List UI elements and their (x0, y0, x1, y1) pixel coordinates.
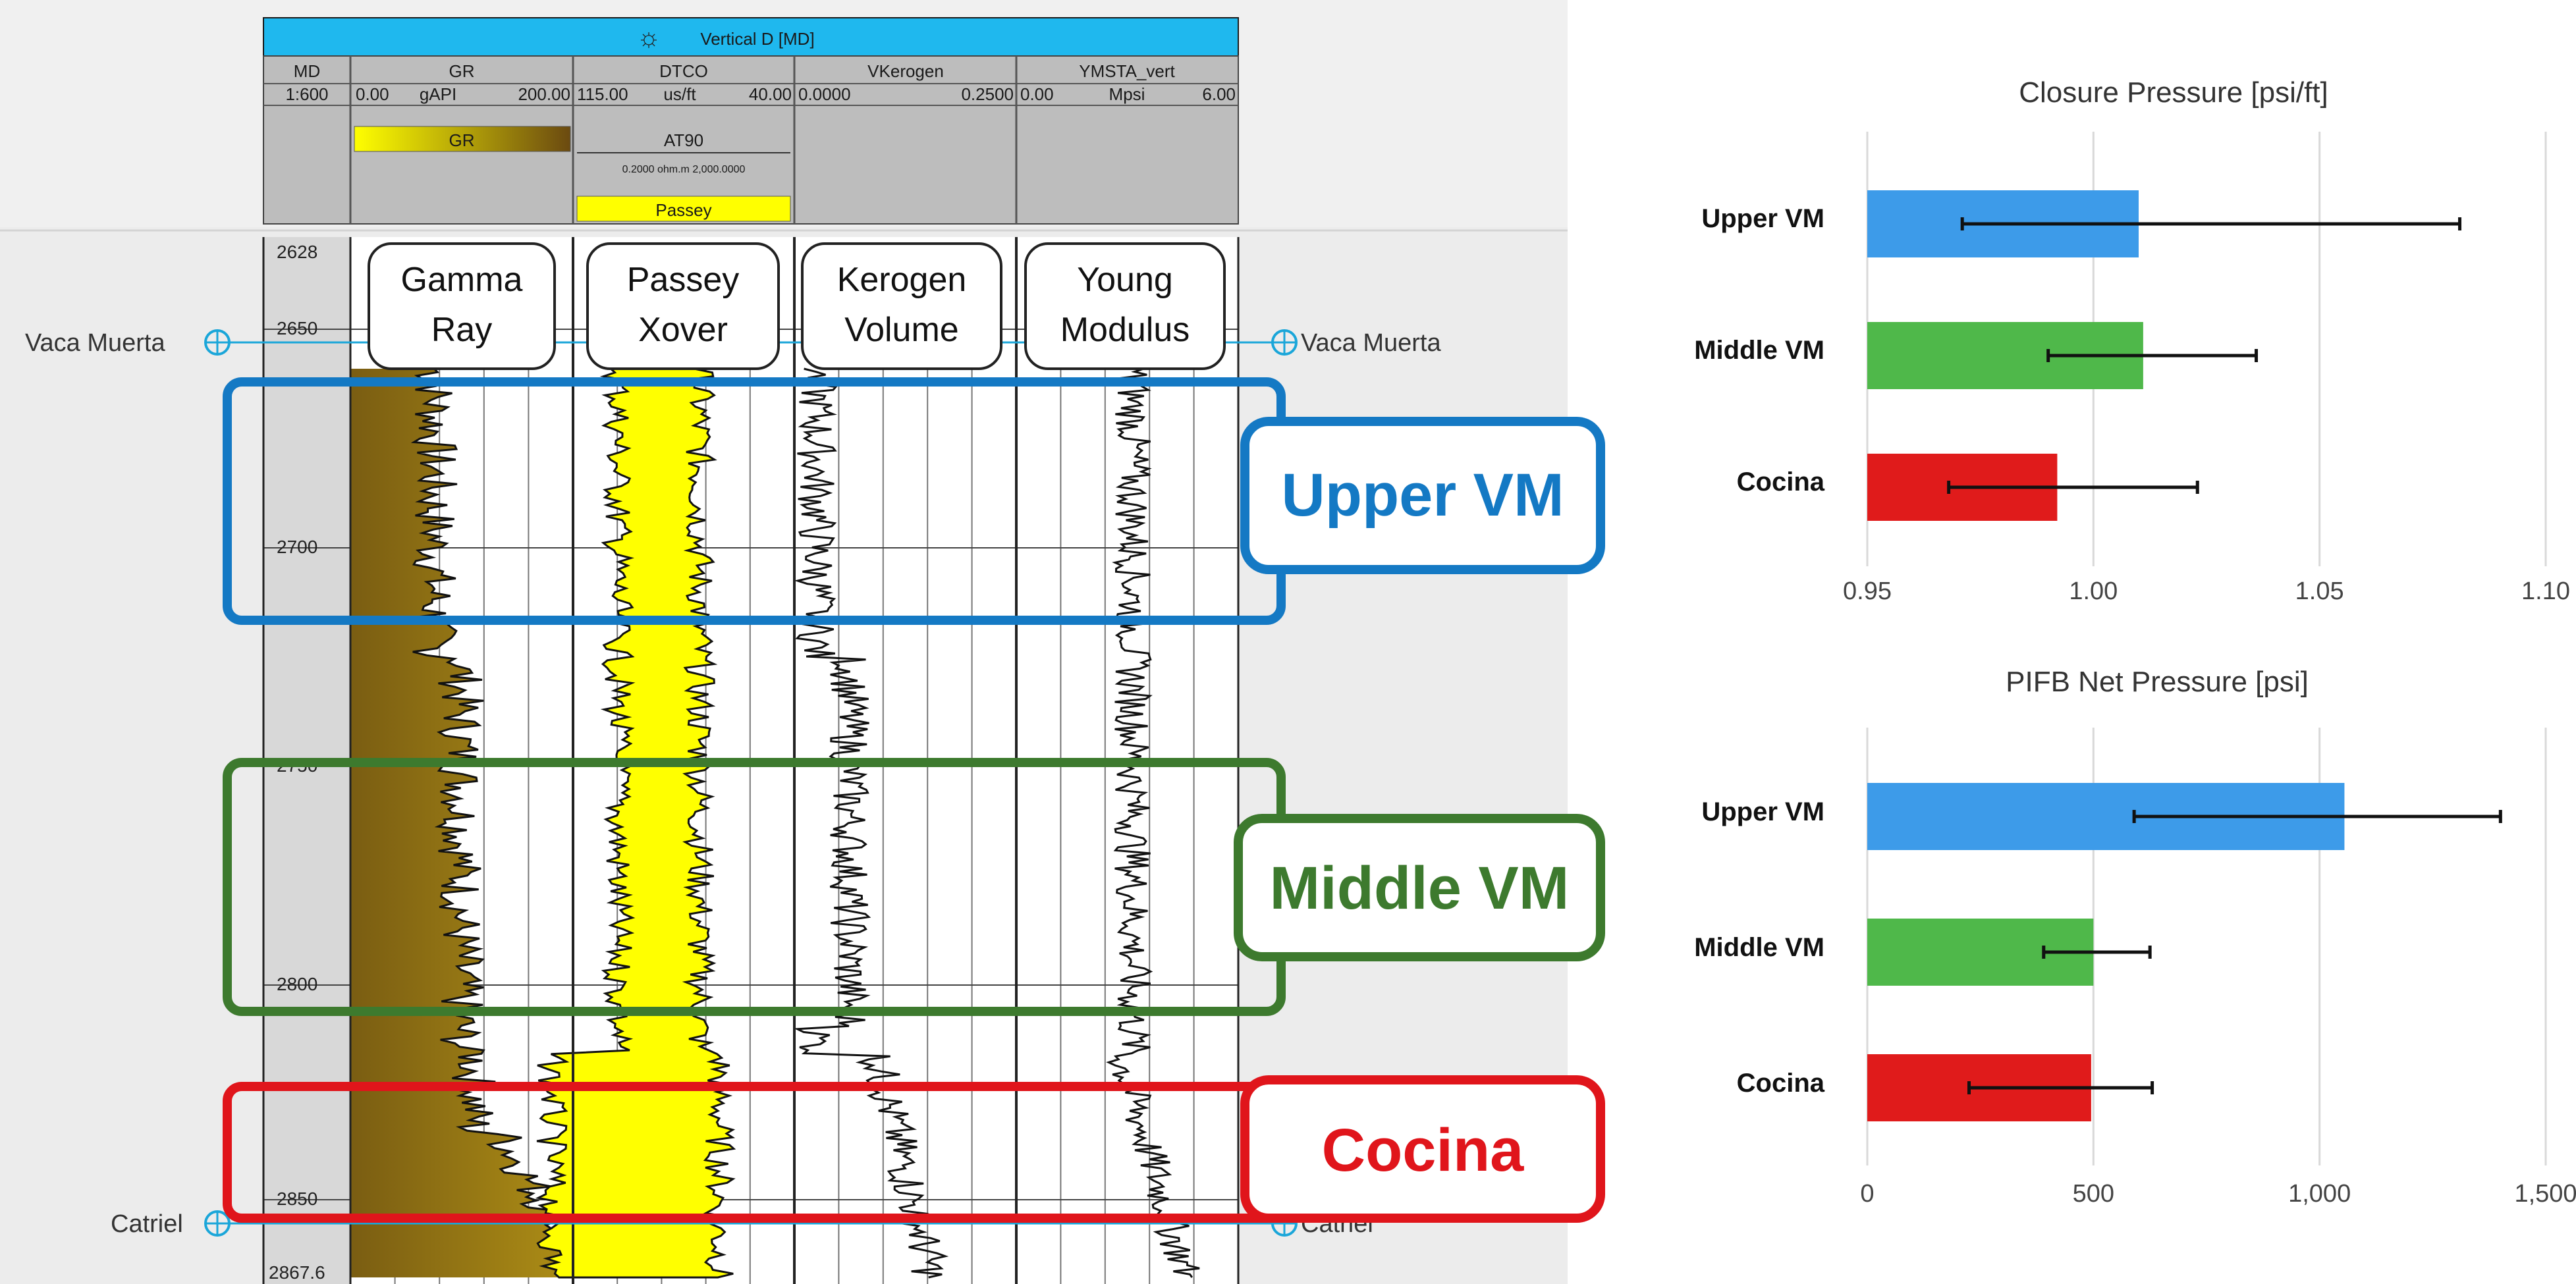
track-dtco-min: 115.00 (577, 84, 628, 104)
zone-label-upper-vm: Upper VM (1240, 417, 1605, 574)
svg-text:Modulus: Modulus (1060, 311, 1190, 349)
svg-text:Upper VM: Upper VM (1281, 462, 1564, 529)
track-gr-max: 200.00 (518, 84, 570, 104)
x-tick-label: 0.95 (1843, 577, 1892, 605)
x-tick-label: 1,000 (2288, 1180, 2351, 1208)
track-bubble-gamma-ray: Gamma Ray (368, 242, 556, 370)
error-bar (1947, 481, 2199, 494)
track-bubble-passey-xover: Passey Xover (586, 242, 780, 370)
track-md-name: MD (294, 61, 320, 81)
track-vkerogen-max: 0.2500 (961, 84, 1014, 104)
depth-tick: 2850 (277, 1189, 317, 1209)
marker-vaca-muerta-label-right: Vaca Muerta (1301, 329, 1441, 357)
svg-text:Cocina: Cocina (1322, 1117, 1525, 1184)
track-gr-name: GR (449, 61, 475, 81)
svg-text:Xover: Xover (638, 311, 728, 349)
track-vkerogen-min: 0.0000 (798, 84, 851, 104)
svg-text:Ray: Ray (431, 311, 492, 349)
track-ymsta-name: YMSTA_vert (1079, 61, 1175, 81)
zone-label-cocina: Cocina (1240, 1075, 1605, 1223)
pifb-net-pressure-chart: PIFB Net Pressure [psi] Upper VM Middle … (1694, 666, 2576, 1208)
category-label: Upper VM (1701, 797, 1824, 826)
settings-icon: ☼ (637, 23, 661, 52)
marker-catriel-label-left: Catriel (111, 1210, 183, 1238)
track-ymsta-min: 0.00 (1020, 84, 1054, 104)
category-label: Cocina (1737, 1069, 1825, 1098)
x-tick-label: 1.05 (2295, 577, 2344, 605)
track-header: MD 1:600 GR 0.00 gAPI 200.00 GR DTCO 115… (263, 55, 1239, 225)
passey-fill-label: Passey (655, 200, 711, 220)
error-bar (2132, 810, 2502, 823)
svg-text:Gamma: Gamma (401, 261, 523, 299)
track-at90-scale: 0.2000 ohm.m 2,000.0000 (622, 164, 746, 175)
depth-axis: 2628 2650 2700 2750 2800 2850 2867.6 (269, 242, 325, 1283)
depth-tick: 2800 (277, 974, 317, 994)
svg-text:Kerogen: Kerogen (837, 261, 967, 299)
x-tick-label: 0 (1860, 1180, 1874, 1208)
track-dtco-unit: us/ft (663, 84, 696, 104)
log-title: Vertical D [MD] (700, 29, 814, 49)
svg-text:Middle VM: Middle VM (1270, 855, 1570, 922)
svg-text:Young: Young (1077, 261, 1173, 299)
category-label: Upper VM (1701, 204, 1824, 233)
error-bar (2046, 349, 2259, 362)
passey-fill-swatch (576, 196, 791, 222)
track-dtco-name: DTCO (659, 61, 708, 81)
chart-title: Closure Pressure [psi/ft] (2019, 76, 2328, 109)
zone-label-middle-vm: Middle VM (1234, 814, 1605, 961)
track-vkerogen-name: VKerogen (867, 61, 944, 81)
depth-tick: 2700 (277, 537, 317, 557)
x-tick-label: 1.10 (2521, 577, 2570, 605)
chart-title: PIFB Net Pressure [psi] (2006, 666, 2309, 698)
x-tick-label: 1.00 (2069, 577, 2118, 605)
track-ymsta-unit: Mpsi (1109, 84, 1145, 104)
category-label: Middle VM (1694, 933, 1824, 962)
marker-catriel[interactable]: Catriel Catriel (111, 1210, 1373, 1238)
track-gr-unit: gAPI (420, 84, 456, 104)
marker-vaca-muerta-label-left: Vaca Muerta (25, 329, 165, 357)
track-dtco-max: 40.00 (749, 84, 792, 104)
error-bar (2042, 946, 2152, 959)
category-label: Middle VM (1694, 336, 1824, 365)
svg-text:Passey: Passey (627, 261, 740, 299)
depth-tick: 2650 (277, 318, 317, 338)
track-md-scale: 1:600 (285, 84, 328, 104)
track-gr-min: 0.00 (356, 84, 389, 104)
closure-pressure-chart: Closure Pressure [psi/ft] Upper VM Middl… (1694, 76, 2570, 605)
category-label: Cocina (1737, 468, 1825, 496)
track-bubble-young-modulus: Young Modulus (1024, 242, 1226, 370)
error-bar (1960, 217, 2462, 230)
well-log-panel: ☼ Vertical D [MD] MD 1:600 GR 0.00 gAPI … (0, 0, 1605, 1284)
track-at90-name: AT90 (664, 130, 703, 150)
log-title-bar[interactable]: ☼ Vertical D [MD] (263, 17, 1239, 57)
gr-fill-swatch (354, 126, 571, 152)
depth-tick: 2628 (277, 242, 317, 262)
track-ymsta-max: 6.00 (1202, 84, 1236, 104)
depth-tick: 2867.6 (269, 1262, 325, 1283)
x-tick-label: 500 (2073, 1180, 2114, 1208)
track-bubble-kerogen-volume: Kerogen Volume (801, 242, 1002, 370)
x-tick-label: 1,500 (2514, 1180, 2576, 1208)
svg-text:Volume: Volume (844, 311, 958, 349)
gr-fill-label: GR (449, 130, 475, 150)
error-bar (1967, 1081, 2154, 1094)
